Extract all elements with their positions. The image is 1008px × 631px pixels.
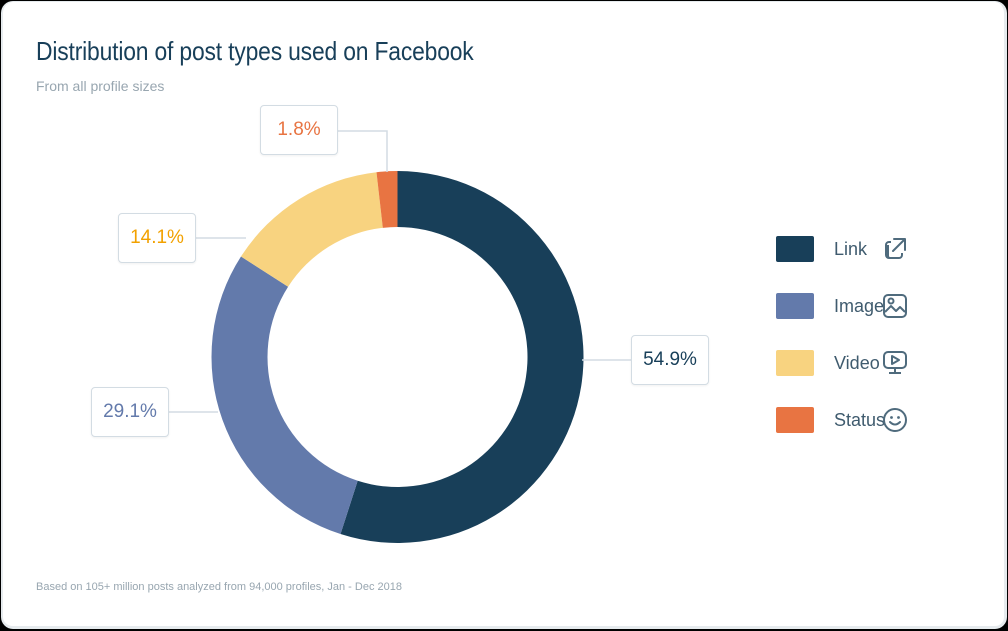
legend-item-status[interactable]: Status — [776, 407, 908, 433]
legend-swatch-video — [776, 350, 814, 376]
legend-swatch-link — [776, 236, 814, 262]
legend-item-video[interactable]: Video — [776, 350, 908, 376]
legend-item-image[interactable]: Image — [776, 293, 908, 319]
label-video: 14.1% — [118, 213, 196, 263]
legend-label-link: Link — [834, 238, 868, 259]
donut-slice-image[interactable] — [211, 256, 358, 535]
external-link-icon — [885, 238, 906, 259]
legend-label-image: Image — [834, 295, 885, 316]
legend-label-status: Status — [834, 409, 886, 430]
donut-slice-status[interactable] — [376, 171, 398, 228]
legend-item-link[interactable]: Link — [776, 236, 908, 262]
label-status: 1.8% — [260, 105, 338, 155]
label-image: 29.1% — [91, 387, 169, 437]
donut-slice-video[interactable] — [240, 172, 383, 287]
label-link: 54.9% — [631, 335, 709, 385]
donut-slice-link[interactable] — [340, 171, 584, 544]
video-play-icon — [883, 351, 907, 374]
legend-label-video: Video — [834, 352, 880, 373]
legend-swatch-status — [776, 407, 814, 433]
legend-swatch-image — [776, 293, 814, 319]
donut-arcs — [211, 171, 584, 544]
chart-subtitle: From all profile sizes — [36, 78, 165, 94]
connector-status — [337, 130, 388, 172]
smiley-icon — [883, 408, 907, 432]
chart-title: Distribution of post types used on Faceb… — [36, 36, 474, 66]
footnote: Based on 105+ million posts analyzed fro… — [36, 581, 402, 593]
image-icon — [883, 294, 907, 318]
